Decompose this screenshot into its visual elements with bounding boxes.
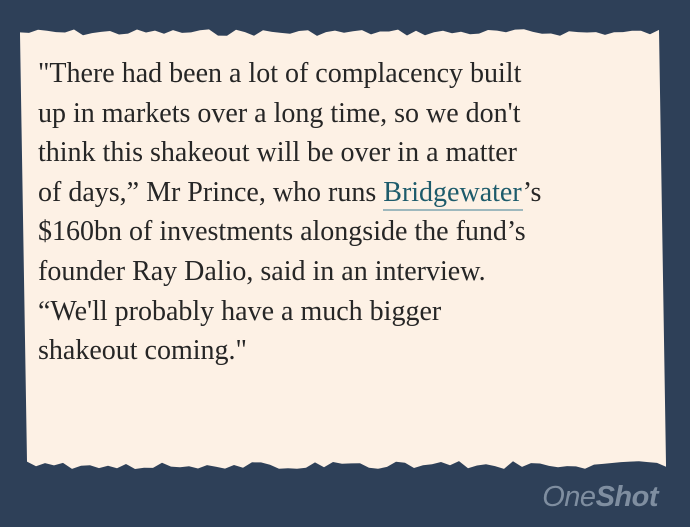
quote-line: “We'll probably have a much bigger <box>38 295 442 327</box>
quote-line: shakeout coming." <box>38 335 247 367</box>
quote-text-segment: ’s <box>522 176 542 208</box>
quote-line: of days,” Mr Prince, who runs Bridgewate… <box>38 173 658 213</box>
oneshot-logo: OneShot <box>542 481 658 514</box>
logo-part-shot: Shot <box>595 481 659 513</box>
quote-text: "There had been a lot of complacency bui… <box>38 54 658 371</box>
torn-paper-shape <box>20 29 666 470</box>
bridgewater-link[interactable]: Bridgewater <box>383 176 523 211</box>
quote-text-segment: of days,” Mr Prince, who runs <box>38 176 384 208</box>
quote-line: founder Ray Dalio, said in an interview. <box>38 255 486 287</box>
quote-line: think this shakeout will be over in a ma… <box>38 137 518 169</box>
quote-line: up in markets over a long time, so we do… <box>38 97 521 129</box>
quote-line: "There had been a lot of complacency bui… <box>38 58 522 89</box>
torn-paper-quote-card: "There had been a lot of complacency bui… <box>20 28 666 470</box>
logo-part-one: One <box>542 481 596 513</box>
quote-line: $160bn of investments alongside the fund… <box>38 216 526 248</box>
